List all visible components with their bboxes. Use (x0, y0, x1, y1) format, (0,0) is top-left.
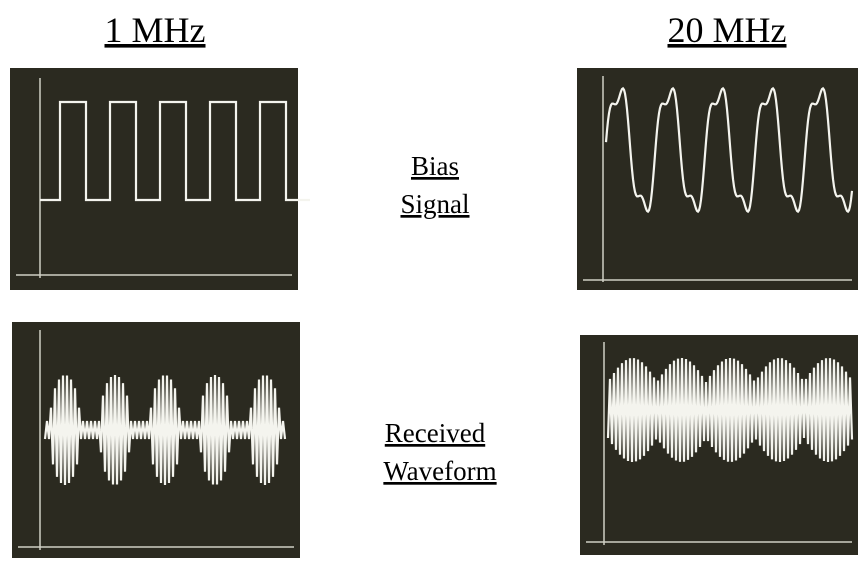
scope-photo (10, 68, 298, 290)
page: 1 MHz 20 MHz Bias Signal Received Wavefo… (0, 0, 868, 562)
figure: 1 MHz 20 MHz Bias Signal Received Wavefo… (0, 0, 868, 562)
column-header: 1 MHz (105, 10, 206, 50)
row-label: Received (385, 418, 486, 448)
row-label: Waveform (383, 456, 496, 486)
row-label: Signal (400, 189, 469, 219)
column-header: 20 MHz (668, 10, 787, 50)
row-label: Bias (411, 151, 459, 181)
